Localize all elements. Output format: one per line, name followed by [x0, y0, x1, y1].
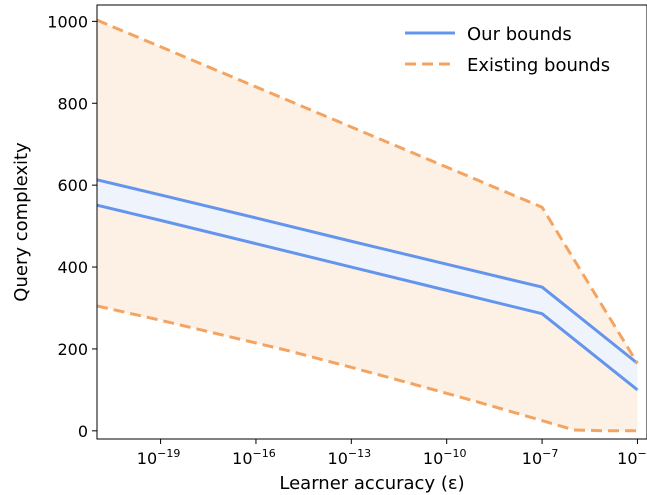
bound-bands: [97, 20, 638, 431]
our-bounds-lower-line: [96, 203, 639, 392]
y-tick-label: 800: [57, 94, 88, 113]
legend-label-existing-bounds: Existing bounds: [467, 55, 610, 76]
y-tick-label: 1000: [47, 12, 88, 31]
legend-label-our-bounds: Our bounds: [467, 24, 572, 45]
our-bounds-upper-line: [96, 178, 639, 365]
x-axis-title: Learner accuracy (ε): [279, 473, 464, 494]
x-tick-label: 10−7: [522, 447, 559, 468]
existing-bounds-upper-line: [96, 18, 639, 365]
x-tick-label: 10−16: [232, 447, 276, 468]
x-tick-label: 10−10: [423, 447, 467, 468]
our-bounds-band: [97, 179, 638, 390]
x-tick-label: 10−4: [617, 447, 647, 468]
plot-frame: [96, 4, 647, 440]
existing-bounds-lower-line: [96, 304, 638, 433]
bound-lines: [96, 18, 639, 433]
legend: Our bounds Existing bounds: [405, 24, 610, 76]
existing-bounds-band: [97, 20, 638, 431]
y-tick-label: 0: [78, 422, 88, 441]
axes: [96, 4, 647, 440]
y-axis-title: Query complexity: [11, 142, 32, 302]
y-tick-label: 400: [57, 258, 88, 277]
y-tick-label: 200: [57, 340, 88, 359]
x-tick-label: 10−19: [137, 447, 181, 468]
x-tick-label: 10−13: [328, 447, 372, 468]
y-axis-ticks: 0 200 400 600 800 1000: [47, 12, 97, 441]
y-tick-label: 600: [57, 176, 88, 195]
x-axis-ticks: 10−19 10−16 10−13 10−10 10−7 10−4: [137, 439, 647, 468]
